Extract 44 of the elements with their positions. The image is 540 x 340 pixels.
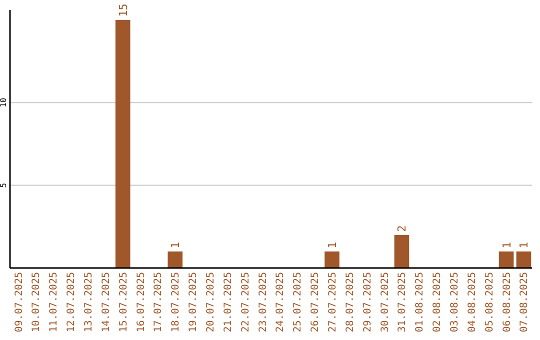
x-tick-label: 20.07.2025 (206, 272, 216, 332)
x-tick-label: 26.07.2025 (310, 272, 322, 332)
bar (498, 251, 514, 268)
x-tick-label: 28.07.2025 (344, 272, 356, 332)
data-label: 1 (169, 242, 182, 248)
x-tick-label: 07.08.2025 (519, 272, 530, 332)
x-tick-label: 22.07.2025 (240, 272, 252, 332)
data-label: 1 (518, 242, 531, 248)
x-tick-label: 15.07.2025 (118, 272, 130, 332)
x-tick-label: 10.07.2025 (31, 272, 42, 332)
x-tick-label: 18.07.2025 (170, 272, 182, 332)
x-tick-label: 04.08.2025 (466, 272, 478, 332)
x-tick-label: 23.07.2025 (258, 272, 269, 332)
x-tick-label: 30.07.2025 (380, 272, 391, 332)
data-label: 1 (500, 242, 514, 248)
data-label: 1 (326, 242, 339, 248)
x-tick-label: 31.07.2025 (397, 272, 408, 332)
data-label: 2 (396, 225, 409, 232)
bar (324, 251, 340, 268)
bar (115, 20, 130, 268)
x-tick-label: 12.07.2025 (66, 272, 78, 332)
x-tick-label: 16.07.2025 (136, 272, 147, 332)
x-tick-label: 09.07.2025 (14, 272, 25, 332)
x-tick-label: 19.07.2025 (188, 272, 200, 332)
x-tick-label: 06.08.2025 (502, 272, 513, 332)
bar (168, 251, 183, 268)
x-tick-label: 29.07.2025 (362, 272, 374, 332)
x-tick-label: 02.08.2025 (432, 272, 444, 332)
x-tick-label: 03.08.2025 (450, 272, 461, 332)
x-tick-label: 14.07.2025 (100, 272, 112, 332)
y-tick-label: 5 (0, 182, 8, 188)
data-label: 15 (116, 4, 130, 17)
x-tick-label: 21.07.2025 (222, 272, 234, 332)
bar (394, 234, 410, 268)
x-tick-label: 05.08.2025 (484, 272, 496, 332)
x-tick-label: 25.07.2025 (292, 272, 304, 332)
bar (516, 251, 532, 268)
x-tick-label: 01.08.2025 (414, 272, 426, 332)
x-tick-label: 27.07.2025 (328, 272, 338, 332)
y-tick-label: 10 (0, 98, 8, 108)
x-tick-label: 24.07.2025 (275, 272, 286, 332)
x-tick-label: 13.07.2025 (83, 272, 94, 332)
x-tick-label: 17.07.2025 (153, 272, 164, 332)
x-tick-label: 11.07.2025 (48, 272, 60, 332)
